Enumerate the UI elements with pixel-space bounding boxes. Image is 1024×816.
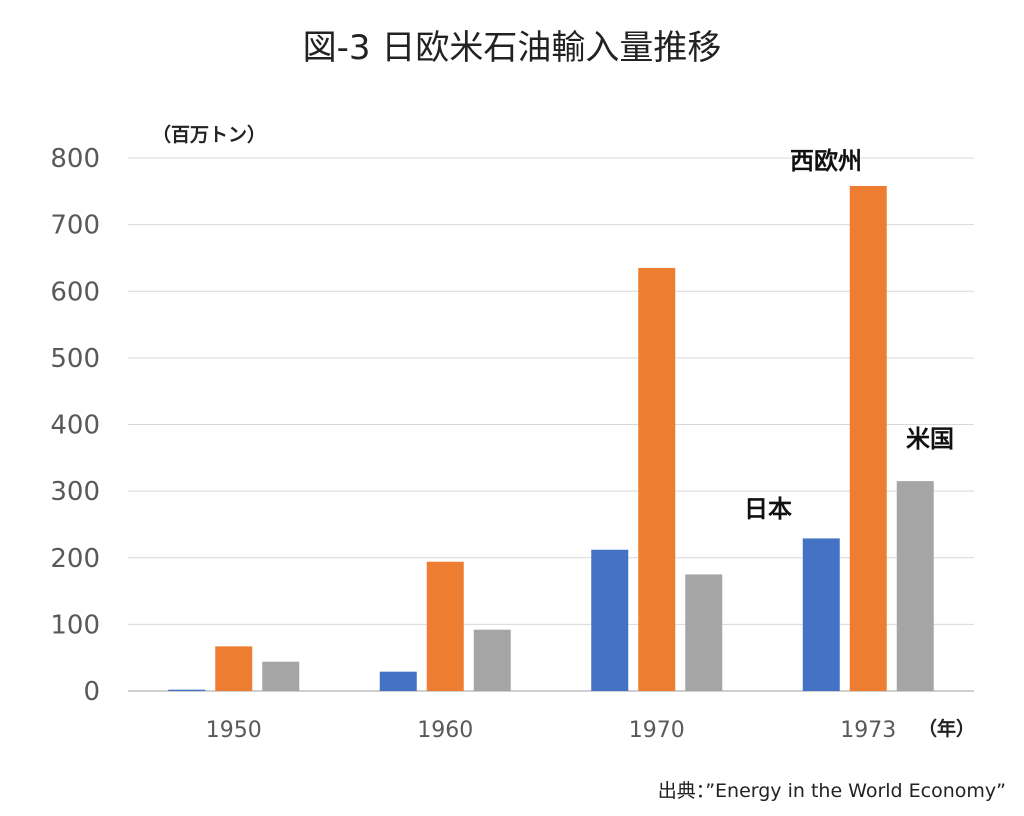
chart-title: 図-3 日欧米石油輸入量推移	[302, 28, 722, 68]
series-label-western-europe: 西欧州	[790, 147, 862, 175]
y-tick-label: 700	[50, 211, 100, 241]
series-label-usa: 米国	[906, 425, 954, 453]
bar-西欧州-1960	[426, 561, 464, 691]
y-tick-label: 400	[50, 411, 100, 441]
y-tick-label: 500	[50, 344, 100, 374]
y-tick-label: 800	[50, 144, 100, 174]
bar-西欧州-1950	[215, 646, 253, 691]
bar-日本-1973	[802, 538, 840, 691]
bar-米国-1970	[685, 574, 723, 691]
bar-日本-1970	[591, 549, 629, 691]
series-label-japan: 日本	[744, 495, 792, 523]
bar-米国-1960	[473, 629, 511, 691]
y-tick-label: 0	[83, 677, 100, 707]
x-axis-unit-label: （年）	[918, 717, 975, 740]
grid-lines	[128, 157, 974, 692]
y-axis-unit-label: （百万トン）	[152, 123, 266, 146]
bar-米国-1973	[896, 481, 934, 691]
y-tick-label: 300	[50, 477, 100, 507]
bar-西欧州-1973	[849, 185, 887, 692]
y-tick-label: 600	[50, 277, 100, 307]
x-tick-label: 1973	[840, 718, 896, 743]
bars	[168, 185, 934, 692]
y-tick-label: 100	[50, 610, 100, 640]
x-axis-ticks: 1950 1960 1970 1973	[206, 718, 897, 743]
x-tick-label: 1950	[206, 718, 262, 743]
y-tick-label: 200	[50, 544, 100, 574]
bar-日本-1950	[168, 689, 206, 691]
y-axis-ticks: 0 100 200 300 400 500 600 700 800	[50, 144, 100, 707]
x-tick-label: 1970	[629, 718, 685, 743]
source-note: 出典：”Energy in the World Economy”	[658, 780, 1006, 802]
bar-米国-1950	[262, 661, 300, 691]
bar-西欧州-1970	[638, 267, 676, 691]
x-tick-label: 1960	[417, 718, 473, 743]
bar-日本-1960	[379, 671, 417, 691]
